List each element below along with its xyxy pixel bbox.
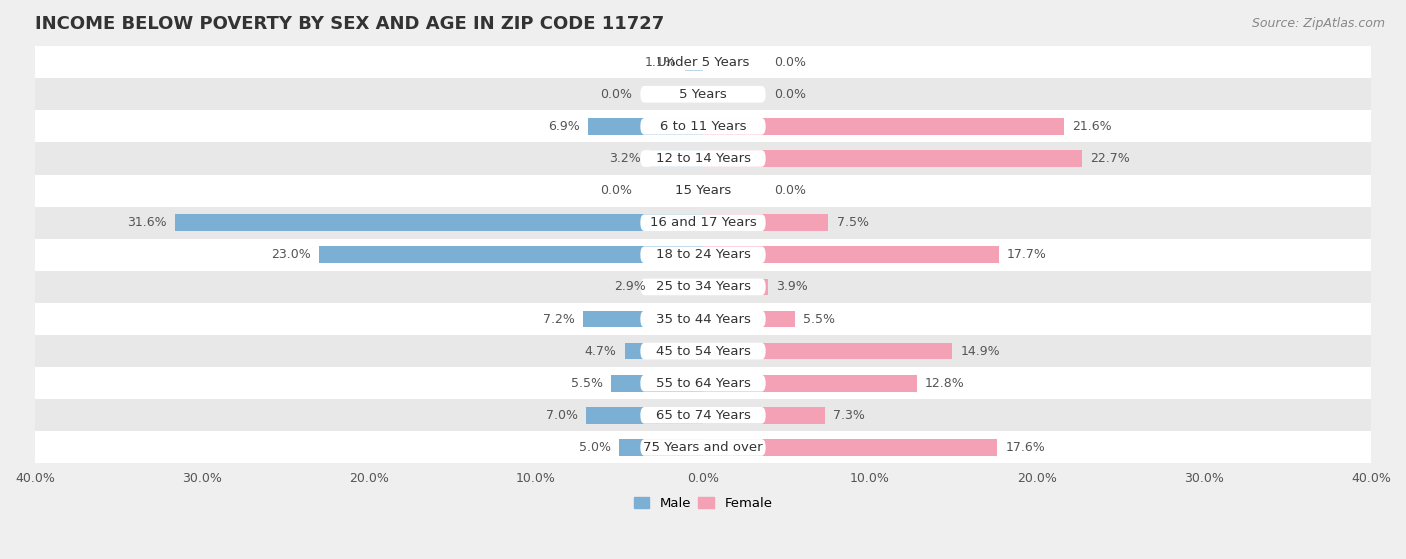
Text: 0.0%: 0.0% [600,88,633,101]
Text: Source: ZipAtlas.com: Source: ZipAtlas.com [1251,17,1385,30]
Text: 5.5%: 5.5% [803,312,835,325]
Bar [703,278,768,295]
FancyBboxPatch shape [640,278,766,295]
Text: 17.6%: 17.6% [1005,441,1045,454]
Bar [655,278,703,295]
Text: 2.9%: 2.9% [614,281,647,293]
Bar [176,214,703,231]
Text: 6 to 11 Years: 6 to 11 Years [659,120,747,133]
Text: 55 to 64 Years: 55 to 64 Years [655,377,751,390]
Bar [620,439,703,456]
Text: 7.2%: 7.2% [543,312,575,325]
Text: 7.3%: 7.3% [834,409,865,422]
FancyBboxPatch shape [640,54,766,70]
Bar [703,375,917,391]
Text: 75 Years and over: 75 Years and over [643,441,763,454]
Text: INCOME BELOW POVERTY BY SEX AND AGE IN ZIP CODE 11727: INCOME BELOW POVERTY BY SEX AND AGE IN Z… [35,15,664,33]
Bar [35,303,1371,335]
Bar [35,239,1371,271]
Bar [35,207,1371,239]
Text: 12.8%: 12.8% [925,377,965,390]
Text: 14.9%: 14.9% [960,344,1000,358]
Bar [35,367,1371,399]
Bar [650,150,703,167]
FancyBboxPatch shape [640,375,766,391]
Text: 4.7%: 4.7% [585,344,616,358]
FancyBboxPatch shape [640,86,766,103]
Bar [582,311,703,328]
Text: 22.7%: 22.7% [1091,152,1130,165]
Bar [35,174,1371,207]
FancyBboxPatch shape [640,311,766,328]
Bar [586,407,703,424]
Text: 5.5%: 5.5% [571,377,603,390]
FancyBboxPatch shape [640,182,766,199]
FancyBboxPatch shape [640,118,766,135]
Bar [588,118,703,135]
Bar [703,214,828,231]
Bar [35,78,1371,110]
Bar [703,407,825,424]
Text: 12 to 14 Years: 12 to 14 Years [655,152,751,165]
Bar [703,343,952,359]
Bar [35,46,1371,78]
Text: 17.7%: 17.7% [1007,248,1047,261]
Bar [685,54,703,70]
Text: 0.0%: 0.0% [600,184,633,197]
FancyBboxPatch shape [640,407,766,424]
Bar [35,432,1371,463]
Bar [703,247,998,263]
Text: 5 Years: 5 Years [679,88,727,101]
Text: Under 5 Years: Under 5 Years [657,56,749,69]
Text: 0.0%: 0.0% [773,88,806,101]
Bar [703,311,794,328]
Text: 16 and 17 Years: 16 and 17 Years [650,216,756,229]
FancyBboxPatch shape [640,343,766,359]
Text: 15 Years: 15 Years [675,184,731,197]
Text: 25 to 34 Years: 25 to 34 Years [655,281,751,293]
Text: 0.0%: 0.0% [773,184,806,197]
Text: 65 to 74 Years: 65 to 74 Years [655,409,751,422]
Text: 21.6%: 21.6% [1073,120,1112,133]
FancyBboxPatch shape [640,150,766,167]
Text: 5.0%: 5.0% [579,441,612,454]
Text: 3.9%: 3.9% [776,281,808,293]
Bar [319,247,703,263]
Bar [35,110,1371,143]
Text: 23.0%: 23.0% [271,248,311,261]
Bar [35,399,1371,432]
Text: 7.0%: 7.0% [546,409,578,422]
Text: 7.5%: 7.5% [837,216,869,229]
Bar [703,439,997,456]
Bar [703,150,1083,167]
FancyBboxPatch shape [640,247,766,263]
Bar [624,343,703,359]
Bar [35,335,1371,367]
Bar [35,271,1371,303]
Bar [703,118,1064,135]
FancyBboxPatch shape [640,214,766,231]
Text: 1.1%: 1.1% [644,56,676,69]
Text: 0.0%: 0.0% [773,56,806,69]
Text: 45 to 54 Years: 45 to 54 Years [655,344,751,358]
Bar [612,375,703,391]
Text: 18 to 24 Years: 18 to 24 Years [655,248,751,261]
Legend: Male, Female: Male, Female [628,491,778,515]
FancyBboxPatch shape [640,439,766,456]
Bar [35,143,1371,174]
Text: 3.2%: 3.2% [609,152,641,165]
Text: 35 to 44 Years: 35 to 44 Years [655,312,751,325]
Text: 6.9%: 6.9% [548,120,579,133]
Text: 31.6%: 31.6% [128,216,167,229]
